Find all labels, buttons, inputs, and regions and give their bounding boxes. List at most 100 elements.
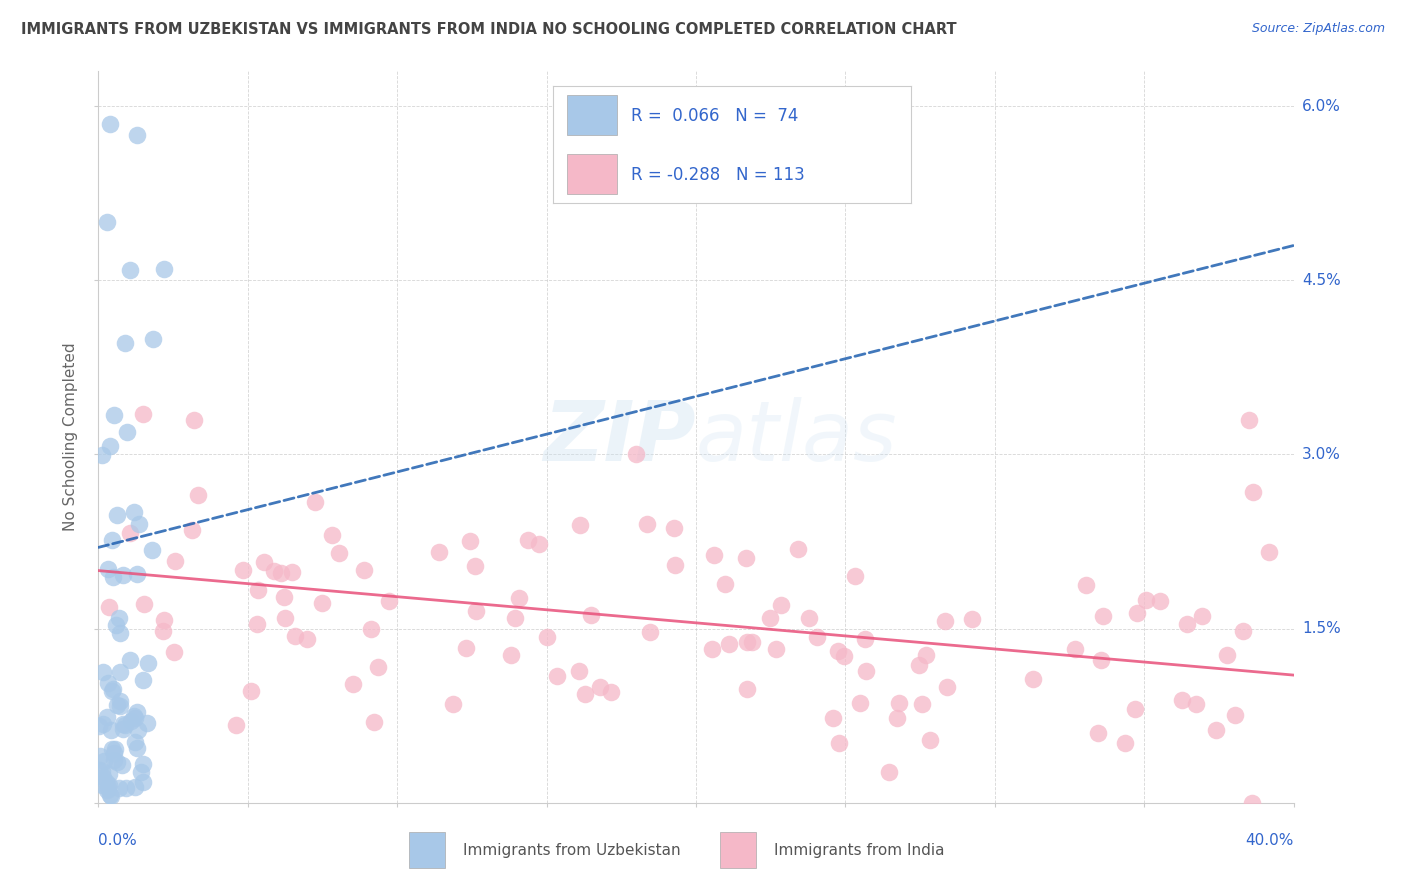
Point: [90, 448, 112, 462]
Point: [103, 570, 125, 584]
Point: [101, 681, 124, 696]
Point: [124, 735, 146, 749]
Text: 1.5%: 1.5%: [1302, 621, 1340, 636]
Point: [848, 696, 870, 710]
Point: [735, 550, 758, 565]
Point: [464, 559, 486, 574]
Text: 6.0%: 6.0%: [1302, 99, 1341, 113]
Text: atlas: atlas: [696, 397, 897, 477]
Point: [363, 714, 385, 729]
Point: [97, 562, 120, 576]
Point: [758, 611, 780, 625]
Point: [270, 566, 292, 581]
Point: [1171, 692, 1194, 706]
Point: [141, 542, 163, 557]
Point: [96, 783, 118, 797]
Point: [367, 660, 389, 674]
Point: [187, 488, 209, 502]
Point: [124, 780, 146, 794]
Point: [246, 617, 269, 632]
Point: [105, 618, 128, 632]
Point: [887, 696, 910, 710]
Point: [568, 664, 591, 678]
Point: [503, 611, 526, 625]
Point: [353, 563, 375, 577]
Point: [246, 583, 269, 598]
Point: [703, 548, 725, 562]
Point: [132, 407, 155, 421]
Point: [378, 594, 401, 608]
Point: [769, 599, 792, 613]
Point: [827, 644, 849, 658]
Point: [107, 611, 129, 625]
Point: [295, 632, 318, 647]
Point: [98, 117, 122, 131]
Point: [574, 687, 596, 701]
Point: [253, 555, 276, 569]
Text: IMMIGRANTS FROM UZBEKISTAN VS IMMIGRANTS FROM INDIA NO SCHOOLING COMPLETED CORRE: IMMIGRANTS FROM UZBEKISTAN VS IMMIGRANTS…: [21, 22, 956, 37]
Point: [1126, 607, 1149, 621]
Point: [536, 630, 558, 644]
Point: [1135, 593, 1157, 607]
Point: [153, 613, 176, 627]
Point: [1241, 796, 1264, 810]
Point: [1087, 725, 1109, 739]
Point: [152, 624, 174, 639]
Point: [101, 683, 124, 698]
Point: [765, 641, 787, 656]
Point: [454, 641, 477, 656]
Point: [821, 711, 844, 725]
Point: [908, 657, 931, 672]
Text: 40.0%: 40.0%: [1246, 833, 1294, 848]
Point: [664, 558, 686, 573]
Point: [91, 770, 114, 784]
Point: [125, 567, 148, 582]
Point: [141, 332, 163, 346]
Point: [1175, 616, 1198, 631]
Point: [636, 517, 658, 532]
Point: [1074, 578, 1097, 592]
Point: [1063, 641, 1085, 656]
Point: [1090, 653, 1112, 667]
Point: [90, 778, 112, 792]
Point: [458, 533, 481, 548]
Point: [134, 597, 156, 611]
Point: [855, 664, 877, 678]
Point: [112, 722, 135, 736]
Point: [516, 533, 538, 547]
Point: [100, 742, 122, 756]
Point: [626, 448, 648, 462]
Point: [844, 569, 866, 583]
Point: [321, 528, 343, 542]
Text: 3.0%: 3.0%: [1302, 447, 1341, 462]
Point: [832, 648, 855, 663]
Point: [1205, 723, 1227, 737]
Point: [311, 596, 333, 610]
Point: [1225, 708, 1247, 723]
Point: [239, 684, 262, 698]
Point: [97, 676, 120, 690]
Point: [96, 215, 118, 229]
Point: [98, 788, 121, 802]
Point: [91, 665, 114, 679]
Point: [718, 637, 741, 651]
Point: [108, 665, 131, 679]
Point: [181, 523, 204, 537]
Point: [911, 697, 934, 711]
Point: [427, 545, 450, 559]
Point: [153, 261, 176, 276]
Point: [108, 699, 131, 714]
Point: [1114, 736, 1136, 750]
Point: [108, 780, 131, 795]
Point: [89, 763, 111, 777]
Point: [127, 705, 149, 719]
Point: [304, 495, 326, 509]
Point: [115, 781, 138, 796]
Point: [118, 653, 141, 667]
Point: [1185, 697, 1208, 711]
Point: [125, 741, 148, 756]
Point: [714, 577, 737, 591]
Point: [127, 128, 149, 143]
Point: [97, 781, 120, 796]
Point: [111, 716, 134, 731]
